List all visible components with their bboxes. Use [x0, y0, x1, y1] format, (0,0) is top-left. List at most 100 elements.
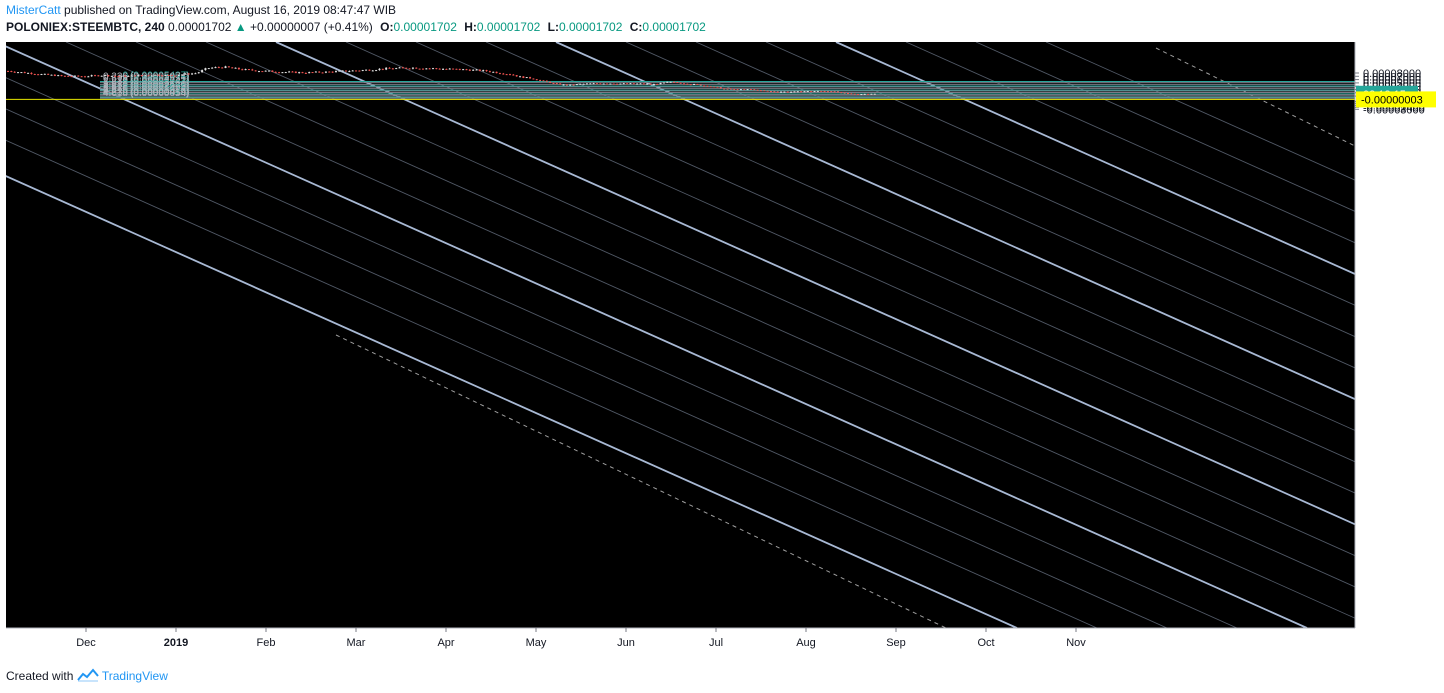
candle-body: [820, 90, 823, 92]
candle-body: [729, 88, 732, 90]
candle-body: [488, 71, 491, 73]
fib-level-ratio: 4.236: [103, 87, 128, 98]
symbol-label[interactable]: POLONIEX:STEEMBTC, 240: [6, 20, 165, 34]
fib-level-ratio: 4.618: [103, 88, 128, 99]
channel-line: [765, 42, 1355, 306]
candle-body: [565, 84, 568, 86]
candle-body: [867, 93, 870, 95]
candle-body: [783, 91, 786, 93]
candle-body: [438, 68, 441, 70]
candle-body: [415, 67, 418, 69]
candle-body: [770, 91, 773, 93]
candle-body: [40, 74, 43, 76]
close-label: C:: [629, 20, 643, 34]
candle-body: [542, 80, 545, 82]
fib-level-price: (0.00001424): [130, 84, 190, 95]
candle-body: [73, 75, 76, 77]
dashed-trendline: [335, 334, 947, 628]
candle-body: [519, 76, 522, 78]
time-tick-label: 2019: [164, 637, 188, 649]
candle-body: [776, 91, 779, 93]
candle-body: [756, 89, 759, 91]
candle-body: [110, 75, 113, 77]
candle-body: [127, 75, 130, 77]
candle-body: [201, 70, 204, 73]
time-tick-label: Dec: [76, 637, 96, 649]
created-with-text: Created with: [6, 669, 74, 683]
fib-level-ratio: 1.236: [103, 76, 128, 87]
channel-line: [6, 77, 1238, 628]
time-tick-label: Nov: [1066, 637, 1086, 649]
plot-background: [6, 42, 1355, 628]
candle-body: [629, 83, 632, 85]
candle-body: [569, 84, 572, 86]
last-price: 0.00001702: [168, 20, 232, 34]
price-chart[interactable]: 0(0.00005407)0.236(0.00005074)0.618(0.00…: [6, 42, 1438, 657]
candle-body: [703, 85, 706, 87]
candle-body: [863, 93, 866, 95]
candle-body: [13, 71, 16, 73]
candle-body: [686, 83, 689, 85]
price-tick-label: 0.00008000: [1363, 68, 1421, 80]
candle-body: [759, 90, 762, 92]
candle-body: [244, 69, 247, 71]
candle-body: [823, 91, 826, 93]
candle-body: [579, 83, 582, 85]
candle-body: [157, 74, 160, 76]
candle-body: [130, 75, 133, 77]
time-tick-label: Sep: [886, 637, 906, 649]
candle-body: [401, 67, 404, 69]
candle-body: [304, 72, 307, 74]
candle-body: [257, 71, 260, 73]
open-label: O:: [380, 20, 394, 34]
candle-body: [833, 91, 836, 93]
candle-body: [391, 68, 394, 70]
candle-body: [726, 88, 729, 90]
candle-body: [321, 72, 324, 74]
tradingview-link[interactable]: TradingView: [101, 669, 168, 683]
candle-body: [696, 83, 699, 85]
candle-body: [30, 72, 33, 75]
channel-line: [1045, 42, 1355, 181]
candle-body: [378, 68, 381, 71]
candle-body: [411, 67, 414, 69]
fib-level-ratio: 2: [122, 79, 128, 90]
author-link[interactable]: MisterCatt: [6, 3, 61, 17]
price-tick-label: 0.00007000: [1363, 71, 1421, 83]
candle-body: [301, 72, 304, 74]
candle-body: [659, 82, 662, 85]
tradingview-logo-icon: [76, 668, 102, 683]
candle-body: [27, 72, 30, 74]
fib-level-ratio: 1.618: [103, 78, 128, 89]
candle-body: [278, 72, 281, 74]
channel-line: [975, 42, 1355, 212]
time-tick-label: Jun: [617, 637, 635, 649]
candle-body: [154, 74, 157, 76]
time-tick-label: Feb: [257, 637, 276, 649]
candle-body: [181, 74, 184, 76]
candle-body: [120, 75, 123, 77]
candle-body: [492, 71, 495, 73]
candle-body: [50, 74, 53, 76]
candle-body: [475, 69, 478, 71]
candle-body: [646, 83, 649, 85]
candle-body: [796, 91, 799, 93]
candle-body: [749, 89, 752, 91]
candle-body: [559, 83, 562, 85]
candle-body: [609, 83, 612, 85]
candle-body: [676, 82, 679, 84]
candle-body: [90, 75, 93, 77]
channel-line: [905, 42, 1355, 244]
candle-body: [602, 83, 605, 85]
chart-area[interactable]: 0(0.00005407)0.236(0.00005074)0.618(0.00…: [6, 42, 1438, 657]
candle-body: [529, 77, 532, 79]
candle-body: [539, 80, 542, 82]
candle-body: [498, 73, 501, 75]
candle-body: [786, 91, 789, 93]
candle-body: [766, 90, 769, 92]
channel-line: [345, 42, 1355, 494]
candle-body: [23, 72, 26, 74]
fib-level-price: (0.00002530): [130, 80, 190, 91]
plot-layer: 0(0.00005407)0.236(0.00005074)0.618(0.00…: [6, 42, 1355, 628]
candle-body: [355, 70, 358, 72]
